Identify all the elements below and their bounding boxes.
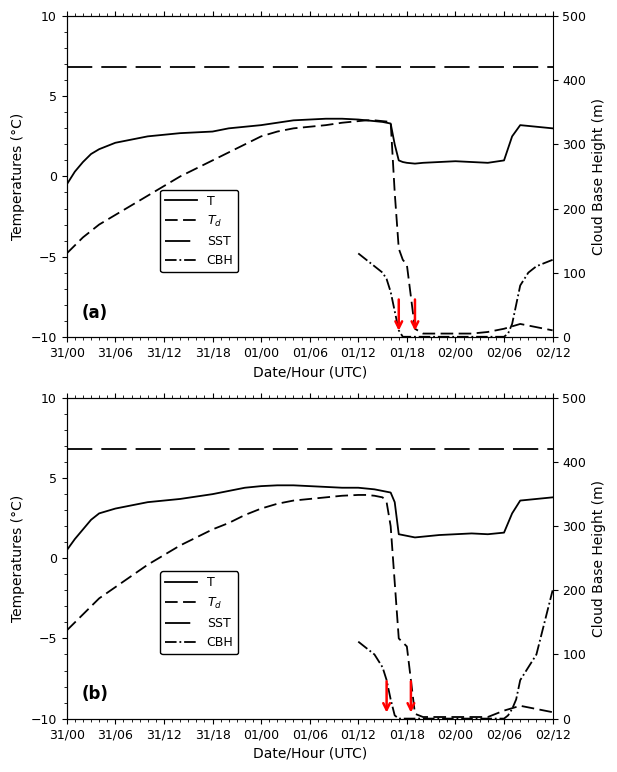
Y-axis label: Cloud Base Height (m): Cloud Base Height (m) (592, 479, 606, 637)
X-axis label: Date/Hour (UTC): Date/Hour (UTC) (252, 365, 367, 379)
Y-axis label: Temperatures (°C): Temperatures (°C) (11, 495, 25, 622)
Y-axis label: Temperatures (°C): Temperatures (°C) (11, 113, 25, 240)
Text: (a): (a) (81, 303, 107, 321)
Legend: T, $T_d$, SST, CBH: T, $T_d$, SST, CBH (160, 190, 238, 273)
Legend: T, $T_d$, SST, CBH: T, $T_d$, SST, CBH (160, 571, 238, 654)
X-axis label: Date/Hour (UTC): Date/Hour (UTC) (252, 747, 367, 761)
Y-axis label: Cloud Base Height (m): Cloud Base Height (m) (592, 98, 606, 255)
Text: (b): (b) (81, 686, 108, 703)
